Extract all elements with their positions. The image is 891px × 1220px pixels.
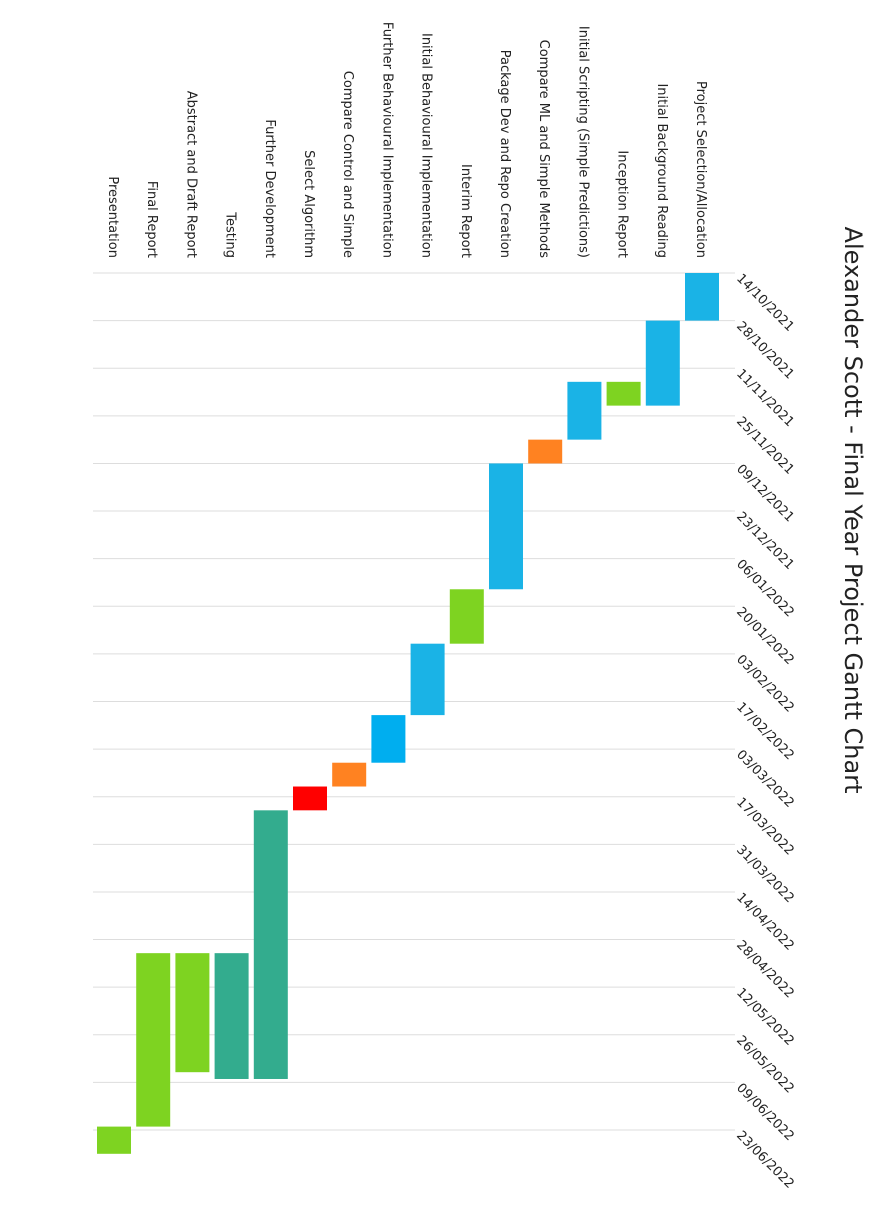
task-label: Further Behavioural Implementation [379,22,394,258]
gantt-bar [253,810,288,1079]
gantt-bar [175,953,210,1073]
gantt-bar [136,953,171,1127]
gantt-bar [489,463,523,590]
task-label: Final Report [144,181,159,258]
task-label: Compare Control and Simple [340,71,355,258]
gantt-bar [410,643,445,716]
task-label: Project Selection/Allocation [693,81,708,258]
task-label: Package Dev and Repo Creation [497,50,512,258]
task-label: Abstract and Draft Report [183,91,198,258]
task-label: Select Algorithm [301,150,316,258]
task-label-layer: Project Selection/Allocation Initial Back… [105,22,708,258]
task-label: Presentation [105,176,120,258]
task-label: Interim Report [458,164,473,258]
gantt-bar [567,381,602,440]
task-label: Compare ML and Simple Methods [536,40,551,259]
gantt-bar [685,273,719,321]
gantt-bar [332,762,367,787]
task-label: Inception Report [615,150,630,258]
grid-layer [93,272,735,1131]
bar-layer [97,273,719,1154]
gantt-bar [293,786,327,811]
gantt-bar [528,439,563,464]
gantt-bar [645,320,680,406]
gantt-bar [214,953,249,1079]
gantt-bar [449,589,484,644]
task-label: Testing [223,211,238,258]
gantt-bar [606,381,641,406]
task-label: Further Development [262,119,277,258]
gantt-bar [371,715,406,763]
task-label: Initial Behavioural Implementation [419,33,434,258]
task-label: Initial Background Reading [654,83,669,258]
gantt-bar [97,1126,131,1154]
task-label: Initial Scripting (Simple Predictions) [575,26,590,258]
chart-title: Alexander Scott - Final Year Project Gan… [839,227,867,794]
tick-label-layer: 14/10/202128/10/202111/11/202125/11/2021… [733,271,797,1192]
